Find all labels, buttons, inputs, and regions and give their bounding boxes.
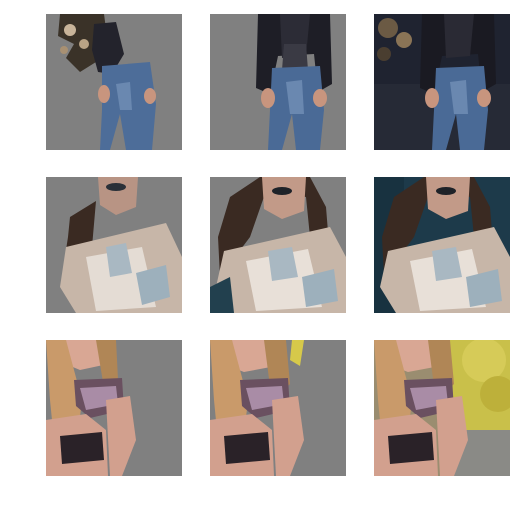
tile-row2-original bbox=[374, 177, 510, 313]
blonde-original-image bbox=[374, 340, 510, 476]
tile-row1-original bbox=[374, 14, 510, 150]
tile-row1-masked-partial bbox=[46, 14, 182, 150]
face-original-image bbox=[374, 177, 510, 313]
tile-row2-masked-partial bbox=[46, 177, 182, 313]
face-full-mask-image bbox=[210, 177, 346, 313]
tile-row3-masked-partial bbox=[46, 340, 182, 476]
tile-row3-masked-full bbox=[210, 340, 346, 476]
blonde-full-mask-image bbox=[210, 340, 346, 476]
blonde-partial-mask-image bbox=[46, 340, 182, 476]
tile-row3-original bbox=[374, 340, 510, 476]
jeans-partial-mask-image bbox=[46, 14, 182, 150]
jeans-original-image bbox=[374, 14, 510, 150]
jeans-full-mask-image bbox=[210, 14, 346, 150]
tile-row2-masked-full bbox=[210, 177, 346, 313]
face-partial-mask-image bbox=[46, 177, 182, 313]
tile-row1-masked-full bbox=[210, 14, 346, 150]
